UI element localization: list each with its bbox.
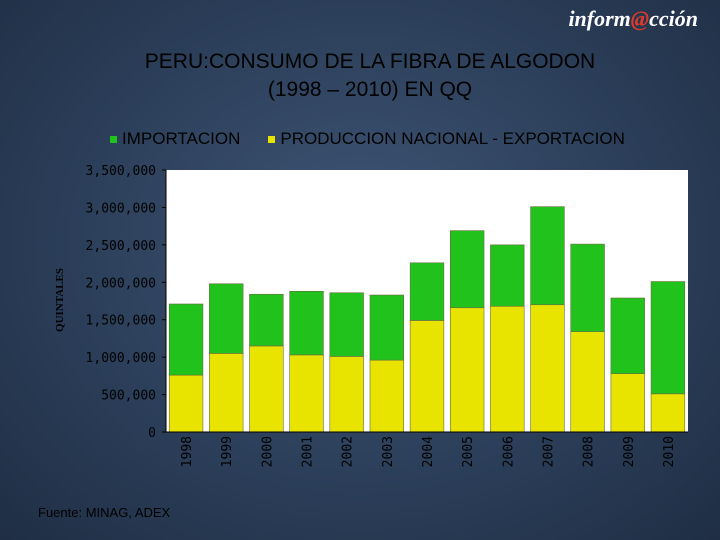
y-tick-label: 2,500,000 [86,239,156,254]
x-tick-label: 2000 [260,436,275,467]
bar-importacion [610,297,645,374]
title-line-1: PERU:CONSUMO DE LA FIBRA DE ALGODON [144,50,596,73]
bar-produccion [650,393,686,433]
x-tick-label: 2008 [582,436,597,467]
legend: IMPORTACION PRODUCCION NACIONAL - EXPORT… [98,125,690,153]
bar-produccion [570,331,605,433]
bar-importacion [490,244,525,307]
bar-produccion [329,356,364,433]
title-line-2: (1998 – 2010) EN QQ [267,78,473,101]
x-tick-label: 2001 [301,436,316,467]
y-tick-label: 0 [148,426,156,441]
bar-importacion [530,206,565,306]
bar-produccion [369,359,405,433]
legend-label-importacion: IMPORTACION [122,129,241,148]
x-tick-label: 2002 [341,436,356,467]
legend-label-produccion: PRODUCCION NACIONAL - EXPORTACION [280,129,625,148]
x-tick-label: 2009 [622,436,637,467]
y-tick-label: 500,000 [101,389,156,404]
chart-marks: 0 500,000 1,000,000 1,500,000 2,000,000 2,500… [86,164,688,467]
bar-importacion [449,230,485,309]
x-tick-label: 1999 [220,436,235,467]
bar-importacion [168,303,204,376]
x-tick-label: 2010 [662,436,677,467]
bar-produccion [610,373,645,433]
brand-logo: inform@cción [568,6,698,32]
y-tick-label: 3,500,000 [86,164,156,179]
legend-item-importacion: IMPORTACION [110,129,240,149]
bar-importacion [409,262,445,321]
y-axis-label: QUINTALES [54,268,66,332]
bar-importacion [289,290,324,356]
y-tick-label: 3,000,000 [86,201,156,216]
source-note: Fuente: MINAG, ADEX [38,505,171,520]
brand-suffix: cción [649,6,698,31]
bar-produccion [168,374,204,433]
bar-importacion [570,243,605,332]
legend-swatch-produccion [268,135,276,143]
bar-importacion [650,281,686,395]
x-tick-label: 2005 [461,436,476,467]
bar-produccion [249,345,284,433]
x-tick-label: 2007 [541,436,556,467]
x-tick-label: 2006 [501,436,516,467]
x-tick-label: 2003 [381,436,396,467]
brand-at-icon: @ [630,6,650,31]
x-tick-label: 2004 [421,436,436,467]
bar-produccion [209,353,244,433]
bar-produccion [490,305,525,433]
x-tick-label: 1998 [180,436,195,467]
bar-importacion [209,283,244,354]
bar-produccion [289,354,324,433]
y-tick-label: 1,500,000 [86,314,156,329]
y-tick-label: 2,000,000 [86,276,156,291]
legend-item-produccion: PRODUCCION NACIONAL - EXPORTACION [268,129,625,149]
bar-produccion [449,307,485,433]
bar-importacion [369,294,405,361]
brand-prefix: inform [568,6,631,31]
y-tick-label: 1,000,000 [86,351,156,366]
legend-swatch-importacion [110,135,117,143]
bar-produccion [530,304,565,433]
bar-produccion [409,320,445,433]
bar-importacion [249,293,284,347]
page-title: PERU:CONSUMO DE LA FIBRA DE ALGODON (199… [0,48,720,104]
bar-importacion [329,292,364,357]
